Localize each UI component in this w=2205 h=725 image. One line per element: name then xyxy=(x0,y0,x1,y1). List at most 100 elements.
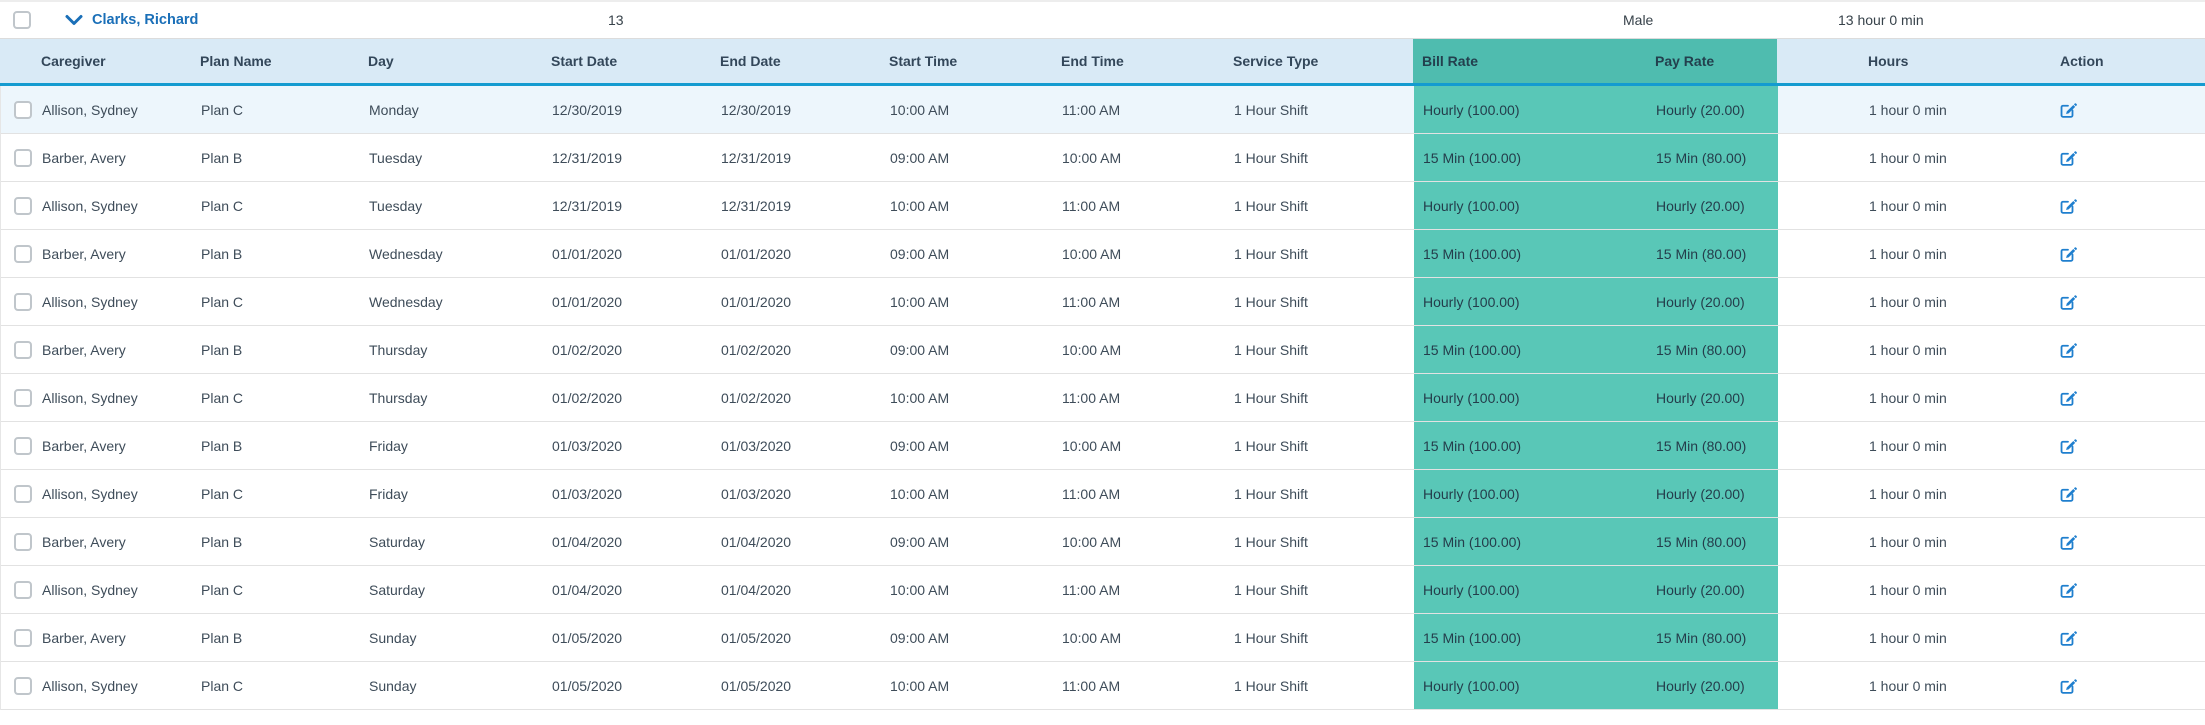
cell-end-time: 10:00 AM xyxy=(1062,437,1122,454)
edit-shift-button[interactable] xyxy=(2059,293,2077,311)
edit-shift-button[interactable] xyxy=(2059,101,2077,119)
cell-bill-rate: 15 Min (100.00) xyxy=(1414,134,1649,181)
cell-bill-rate: 15 Min (100.00) xyxy=(1414,326,1649,373)
edit-shift-button[interactable] xyxy=(2059,629,2077,647)
group-select-checkbox[interactable] xyxy=(13,11,31,29)
cell-caregiver: Allison, Sydney xyxy=(42,293,138,310)
cell-hours: 1 hour 0 min xyxy=(1869,581,1947,598)
edit-icon xyxy=(2060,294,2077,310)
row-select-checkbox[interactable] xyxy=(14,244,32,263)
cell-pay-rate: Hourly (20.00) xyxy=(1649,566,1778,613)
edit-shift-button[interactable] xyxy=(2059,389,2077,407)
edit-icon xyxy=(2060,486,2077,502)
row-select-checkbox[interactable] xyxy=(14,532,32,551)
cell-service-type: 1 Hour Shift xyxy=(1234,341,1308,358)
cell-day: Friday xyxy=(369,485,408,502)
cell-end-date: 12/31/2019 xyxy=(721,197,792,214)
cell-start-date: 01/01/2020 xyxy=(552,245,623,262)
cell-day: Thursday xyxy=(369,389,428,406)
cell-start-date: 01/03/2020 xyxy=(552,437,623,454)
row-select-checkbox[interactable] xyxy=(14,388,32,407)
cell-pay-rate: 15 Min (80.00) xyxy=(1649,326,1778,373)
cell-bill-rate: Hourly (100.00) xyxy=(1414,566,1649,613)
cell-hours: 1 hour 0 min xyxy=(1869,485,1947,502)
column-header-service-type: Service Type xyxy=(1233,53,1319,69)
edit-shift-button[interactable] xyxy=(2059,533,2077,551)
shift-row: Barber, Avery Plan B Sunday 01/05/2020 0… xyxy=(1,614,2205,662)
cell-day: Saturday xyxy=(369,581,426,598)
row-select-checkbox[interactable] xyxy=(14,436,32,455)
table-body: Allison, Sydney Plan C Monday 12/30/2019… xyxy=(0,86,2205,710)
cell-start-time: 09:00 AM xyxy=(890,341,950,358)
cell-end-time: 11:00 AM xyxy=(1062,197,1121,214)
row-select-checkbox[interactable] xyxy=(14,148,32,167)
cell-start-date: 01/02/2020 xyxy=(552,389,623,406)
cell-caregiver: Allison, Sydney xyxy=(42,101,138,118)
shift-row: Allison, Sydney Plan C Wednesday 01/01/2… xyxy=(1,278,2205,326)
edit-shift-button[interactable] xyxy=(2059,485,2077,503)
group-total-hours: 13 hour 0 min xyxy=(1838,12,1924,28)
collapse-group-toggle[interactable] xyxy=(64,2,84,38)
cell-day: Thursday xyxy=(369,341,428,358)
chevron-down-icon xyxy=(65,14,83,25)
cell-plan-name: Plan B xyxy=(201,245,243,262)
cell-plan-name: Plan C xyxy=(201,293,244,310)
client-name-link[interactable]: Clarks, Richard xyxy=(92,12,199,28)
cell-caregiver: Barber, Avery xyxy=(42,245,126,262)
shift-row: Barber, Avery Plan B Saturday 01/04/2020… xyxy=(1,518,2205,566)
column-header-action: Action xyxy=(2060,53,2104,69)
cell-caregiver: Barber, Avery xyxy=(42,629,126,646)
edit-shift-button[interactable] xyxy=(2059,581,2077,599)
cell-pay-rate: Hourly (20.00) xyxy=(1649,278,1778,325)
cell-service-type: 1 Hour Shift xyxy=(1234,149,1308,166)
row-select-checkbox[interactable] xyxy=(14,580,32,599)
cell-service-type: 1 Hour Shift xyxy=(1234,293,1308,310)
row-select-checkbox[interactable] xyxy=(14,484,32,503)
shift-row: Allison, Sydney Plan C Thursday 01/02/20… xyxy=(1,374,2205,422)
cell-end-date: 01/01/2020 xyxy=(721,245,792,262)
row-select-checkbox[interactable] xyxy=(14,628,32,647)
row-select-checkbox[interactable] xyxy=(14,676,32,695)
column-header-bill-rate: Bill Rate xyxy=(1413,39,1648,83)
shift-row: Allison, Sydney Plan C Monday 12/30/2019… xyxy=(1,86,2205,134)
cell-start-time: 09:00 AM xyxy=(890,245,950,262)
cell-pay-rate: 15 Min (80.00) xyxy=(1649,518,1778,565)
cell-service-type: 1 Hour Shift xyxy=(1234,101,1308,118)
cell-start-time: 10:00 AM xyxy=(890,101,950,118)
edit-shift-button[interactable] xyxy=(2059,341,2077,359)
cell-bill-rate: 15 Min (100.00) xyxy=(1414,422,1649,469)
row-select-checkbox[interactable] xyxy=(14,340,32,359)
cell-hours: 1 hour 0 min xyxy=(1869,437,1947,454)
row-select-checkbox[interactable] xyxy=(14,196,32,215)
column-header-day: Day xyxy=(368,53,394,69)
cell-plan-name: Plan C xyxy=(201,677,244,694)
cell-end-time: 10:00 AM xyxy=(1062,149,1122,166)
cell-bill-rate: Hourly (100.00) xyxy=(1414,470,1649,517)
cell-plan-name: Plan B xyxy=(201,149,243,166)
cell-end-time: 10:00 AM xyxy=(1062,629,1122,646)
edit-shift-button[interactable] xyxy=(2059,245,2077,263)
cell-start-time: 09:00 AM xyxy=(890,533,950,550)
cell-day: Sunday xyxy=(369,677,417,694)
row-select-checkbox[interactable] xyxy=(14,100,32,119)
edit-icon xyxy=(2060,390,2077,406)
shift-row: Allison, Sydney Plan C Friday 01/03/2020… xyxy=(1,470,2205,518)
cell-bill-rate: Hourly (100.00) xyxy=(1414,662,1649,709)
cell-plan-name: Plan B xyxy=(201,629,243,646)
row-select-checkbox[interactable] xyxy=(14,292,32,311)
cell-start-time: 10:00 AM xyxy=(890,293,950,310)
cell-day: Tuesday xyxy=(369,197,423,214)
cell-start-time: 10:00 AM xyxy=(890,581,950,598)
cell-start-date: 01/02/2020 xyxy=(552,341,623,358)
edit-shift-button[interactable] xyxy=(2059,437,2077,455)
edit-shift-button[interactable] xyxy=(2059,149,2077,167)
cell-pay-rate: Hourly (20.00) xyxy=(1649,662,1778,709)
edit-icon xyxy=(2060,342,2077,358)
cell-end-time: 11:00 AM xyxy=(1062,581,1121,598)
column-header-caregiver: Caregiver xyxy=(41,53,106,69)
cell-caregiver: Barber, Avery xyxy=(42,533,126,550)
cell-end-time: 10:00 AM xyxy=(1062,245,1122,262)
edit-shift-button[interactable] xyxy=(2059,197,2077,215)
cell-start-date: 01/01/2020 xyxy=(552,293,623,310)
edit-shift-button[interactable] xyxy=(2059,677,2077,695)
